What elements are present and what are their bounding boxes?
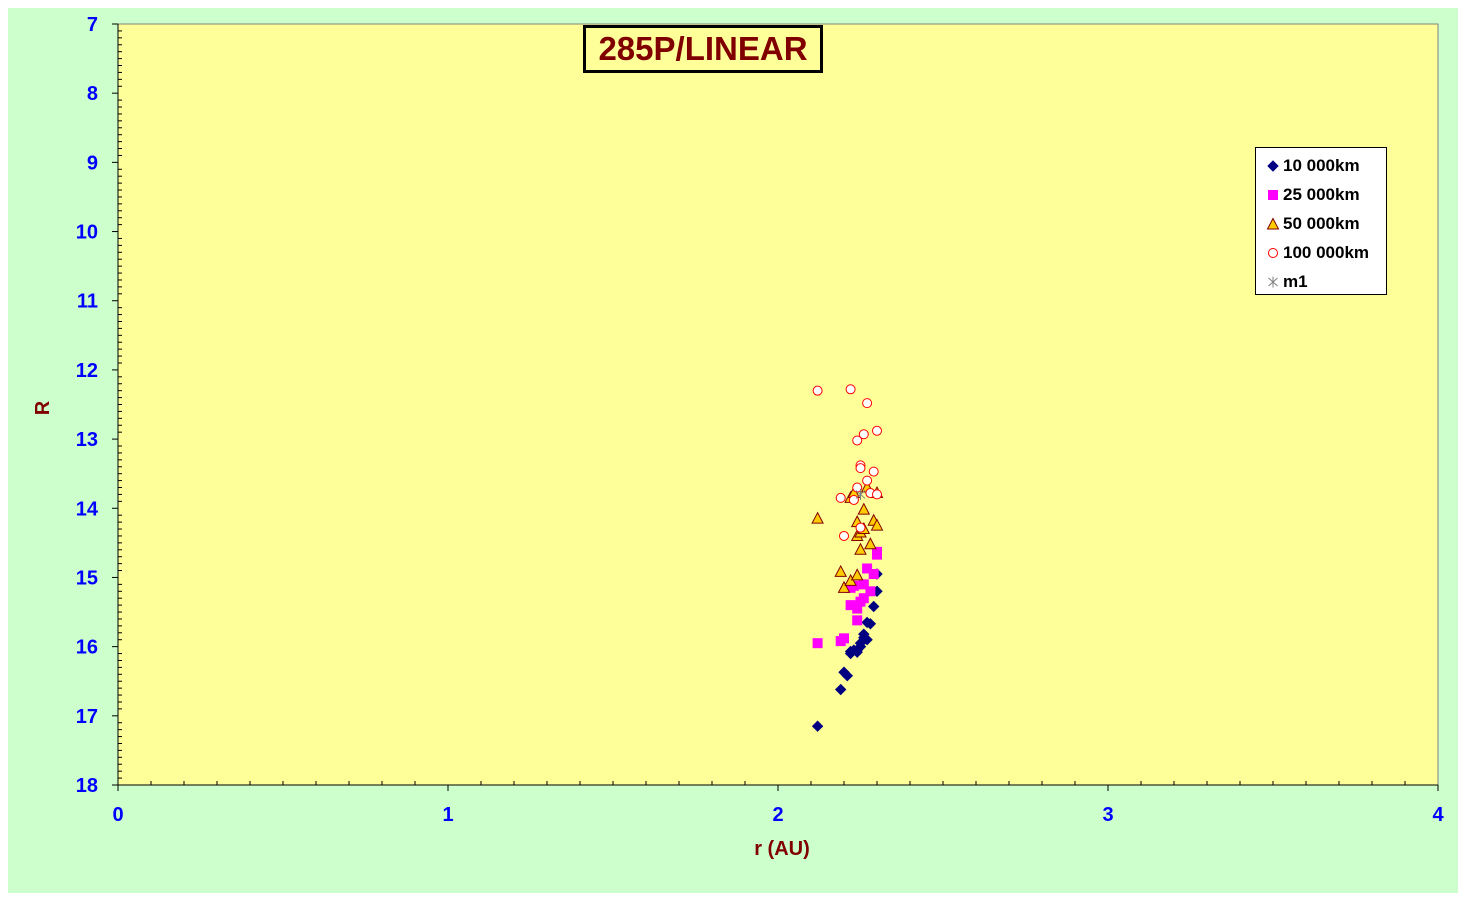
- y-axis-title: R: [32, 400, 54, 415]
- legend-entry-10000km: 10 000km: [1256, 151, 1386, 180]
- triangle-point: [811, 511, 824, 524]
- diamond-point: [858, 631, 870, 644]
- legend-entry-m1: m1: [1256, 267, 1386, 296]
- y-tick-label: 18: [76, 775, 98, 797]
- legend-label: 10 000km: [1283, 155, 1360, 175]
- square-point: [865, 586, 876, 597]
- circle-point: [862, 398, 873, 409]
- legend-entry-50000km: 50 000km: [1256, 209, 1386, 238]
- x-tick-label: 4: [1432, 804, 1444, 826]
- y-tick-label: 14: [76, 498, 99, 520]
- diamond-point: [851, 644, 863, 656]
- circle-point: [839, 530, 849, 541]
- y-tick-label: 16: [76, 637, 98, 659]
- triangle-point: [857, 502, 871, 515]
- asterisk-marker-icon: [1268, 276, 1278, 287]
- circle-point: [848, 494, 859, 505]
- diamond-marker-icon: [1267, 159, 1279, 172]
- circle-point: [852, 435, 863, 446]
- square-point: [845, 600, 856, 611]
- square-point: [852, 615, 863, 626]
- x-tick-label: 0: [112, 804, 123, 826]
- y-tick-label: 7: [87, 14, 98, 36]
- y-tick-label: 15: [76, 567, 98, 589]
- triangle-point: [850, 568, 864, 581]
- legend-entry-25000km: 25 000km: [1256, 180, 1386, 209]
- circle-point: [858, 429, 869, 440]
- circle-marker-icon: [1268, 247, 1278, 258]
- legend-label: 100 000km: [1283, 242, 1370, 262]
- circle-point: [872, 489, 882, 500]
- triangle-point: [834, 564, 848, 577]
- legend: 10 000km 25 000km 50 000km 100 000km m1: [1255, 147, 1387, 295]
- triangle-point: [870, 518, 884, 531]
- diamond-point: [864, 618, 877, 630]
- y-tick-label: 13: [76, 429, 98, 451]
- triangle-marker-icon: [1266, 216, 1280, 229]
- y-tick-label: 8: [87, 83, 98, 105]
- square-point: [872, 546, 882, 557]
- square-point: [812, 638, 823, 649]
- x-tick-label: 2: [772, 804, 783, 826]
- legend-label: 50 000km: [1283, 213, 1360, 233]
- circle-point: [868, 466, 879, 477]
- square-point: [868, 568, 879, 579]
- chart-title: 285P/LINEAR: [583, 25, 823, 73]
- circle-point: [862, 475, 873, 486]
- circle-point: [835, 492, 846, 503]
- diamond-point: [834, 683, 847, 696]
- legend-label: 25 000km: [1283, 184, 1360, 204]
- y-tick-label: 12: [76, 360, 98, 382]
- square-point: [858, 579, 869, 590]
- asterisk-point: [855, 488, 866, 500]
- series-100-000km: [812, 384, 882, 541]
- y-tick-label: 10: [76, 222, 98, 244]
- triangle-point: [864, 537, 877, 550]
- diamond-point: [841, 669, 854, 682]
- chart-frame: 7 8 9 10 11 12 13 14 15 16 17 18 0 1 2 3 4 R r (AU): [8, 8, 1458, 893]
- square-point: [839, 633, 849, 644]
- y-tick-label: 9: [87, 152, 98, 174]
- legend-entry-100000km: 100 000km: [1256, 238, 1386, 267]
- circle-point: [855, 522, 866, 533]
- square-point: [845, 582, 856, 593]
- plot-area: [117, 23, 1439, 786]
- y-tick-label: 17: [76, 706, 98, 728]
- circle-point: [812, 385, 823, 396]
- diamond-point: [867, 600, 880, 613]
- triangle-point: [854, 542, 867, 555]
- square-point: [862, 563, 873, 574]
- square-marker-icon: [1268, 189, 1278, 200]
- circle-point: [872, 425, 882, 436]
- circle-point: [845, 384, 856, 395]
- y-tick-label: 11: [77, 291, 98, 313]
- square-point: [858, 593, 869, 604]
- marks-layer: [811, 384, 884, 732]
- asterisk-stroke: [855, 490, 866, 499]
- diamond-point: [811, 720, 824, 732]
- x-axis-title: r (AU): [754, 838, 810, 860]
- x-tick-label: 1: [442, 804, 453, 826]
- square-point: [852, 603, 863, 614]
- x-tick-label: 3: [1102, 804, 1113, 826]
- series-m1: [855, 488, 866, 500]
- circle-point: [855, 463, 866, 474]
- legend-label: m1: [1283, 271, 1308, 291]
- triangle-point: [837, 580, 851, 593]
